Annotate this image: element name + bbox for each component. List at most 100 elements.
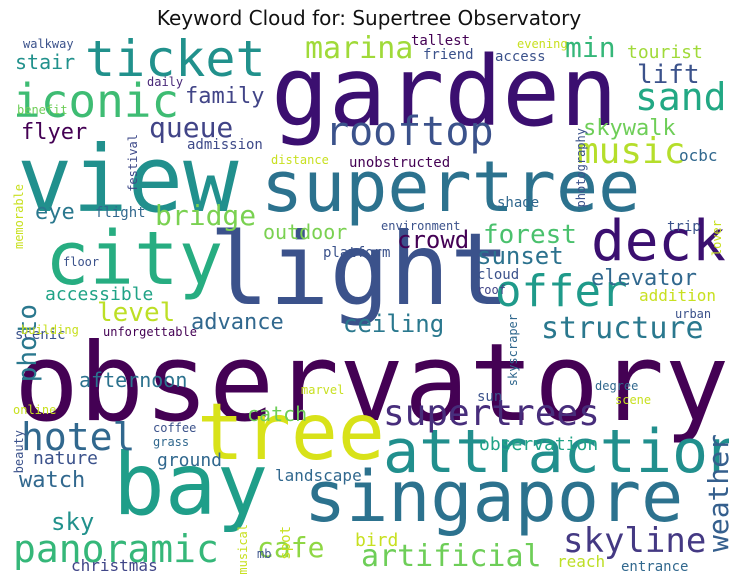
word-online: online: [13, 403, 57, 417]
word-elevator: elevator: [591, 266, 697, 291]
word-entrance: entrance: [621, 559, 689, 575]
word-iconic: iconic: [13, 74, 180, 128]
word-singapore: singapore: [304, 456, 684, 538]
word-christmas: christmas: [71, 556, 158, 575]
word-scene: scene: [615, 393, 652, 407]
word-city: city: [45, 216, 224, 302]
word-tree: tree: [197, 388, 385, 478]
word-unobstructed: unobstructed: [349, 155, 451, 171]
word-musical: musical: [236, 524, 250, 575]
word-tourist: tourist: [627, 42, 703, 63]
word-supertree: supertree: [261, 146, 641, 228]
word-stair: stair: [15, 50, 76, 74]
word-shade: shade: [497, 195, 540, 211]
chart-title: Keyword Cloud for: Supertree Observatory: [156, 6, 582, 30]
word-flyer: flyer: [21, 120, 88, 145]
word-watch: watch: [19, 468, 86, 493]
word-deck: deck: [591, 209, 726, 274]
word-catch: catch: [247, 402, 308, 426]
word-ground: ground: [157, 450, 223, 471]
word-landscape: landscape: [275, 466, 362, 485]
word-crowd: crowd: [397, 226, 470, 254]
word-photography: photography: [574, 128, 588, 208]
word-bridge: bridge: [155, 199, 257, 232]
word-festival: festival: [126, 134, 140, 192]
word-spot: spot: [278, 526, 294, 560]
word-trip: trip: [667, 219, 701, 235]
word-urban: urban: [675, 307, 712, 321]
word-benefit: benefit: [17, 103, 68, 117]
word-cafe: cafe: [257, 531, 325, 564]
word-advance: advance: [191, 310, 284, 335]
word-marina: marina: [305, 34, 414, 66]
word-floor: floor: [63, 255, 100, 269]
word-cloud: cloud: [477, 267, 520, 283]
word-friend: friend: [423, 47, 474, 63]
word-artificial: artificial: [361, 539, 542, 574]
word-music: music: [577, 131, 686, 172]
word-skyline: skyline: [563, 521, 707, 561]
word-observation: observation: [479, 434, 599, 455]
word-ceiling: ceiling: [343, 310, 445, 338]
word-access: access: [495, 49, 546, 65]
word-coffee: coffee: [153, 421, 197, 435]
word-outdoor: outdoor: [263, 220, 348, 244]
word-ticket: ticket: [85, 34, 266, 88]
word-view: view: [17, 126, 239, 233]
word-degree: degree: [595, 379, 639, 393]
word-weather: weather: [702, 434, 729, 553]
word-queue: queue: [149, 111, 234, 144]
word-observatory: observatory: [14, 321, 729, 446]
word-walkway: walkway: [23, 37, 74, 51]
word-tallest: tallest: [411, 34, 471, 49]
word-admission: admission: [187, 137, 263, 153]
word-building: building: [21, 323, 79, 337]
word-daily: daily: [147, 75, 184, 89]
word-eye: eye: [35, 200, 75, 225]
word-beauty: beauty: [12, 430, 26, 474]
word-lift: lift: [637, 60, 700, 90]
word-photo: photo: [13, 304, 43, 383]
word-accessible: accessible: [45, 284, 154, 305]
word-supertrees: supertrees: [383, 393, 600, 434]
word-skyscraper: skyscraper: [506, 314, 520, 387]
word-bay: bay: [113, 435, 269, 535]
word-garden: garden: [271, 36, 618, 148]
word-roof: roof: [477, 283, 506, 297]
word-forest: forest: [483, 220, 577, 250]
word-sunset: sunset: [477, 242, 564, 270]
word-platform: platform: [323, 245, 391, 261]
word-bird: bird: [355, 530, 399, 551]
word-afternoon: afternoon: [79, 368, 188, 392]
word-rooftop: rooftop: [325, 109, 494, 155]
word-family: family: [185, 84, 265, 109]
word-attraction: attraction: [383, 417, 729, 487]
word-cloud: observatory garden view supertree light city t…: [9, 34, 729, 578]
word-distance: distance: [271, 153, 329, 167]
word-level: level: [97, 298, 176, 328]
word-grass: grass: [153, 435, 190, 449]
word-mb: mb: [257, 547, 272, 561]
word-marvel: marvel: [301, 383, 345, 397]
word-offer: offer: [495, 266, 628, 317]
word-skywalk: skywalk: [583, 116, 676, 141]
word-nature: nature: [33, 448, 99, 469]
word-flight: flight: [95, 205, 146, 221]
word-panoramic: panoramic: [13, 527, 219, 571]
word-hotel: hotel: [21, 415, 136, 459]
word-light: light: [209, 211, 511, 328]
word-scenic: scenic: [15, 327, 66, 343]
word-unforgettable: unforgettable: [103, 325, 197, 339]
word-addition: addition: [639, 286, 717, 305]
word-structure: structure: [541, 311, 704, 346]
word-environment: environment: [381, 219, 461, 233]
word-reach: reach: [557, 552, 606, 571]
word-ocbc: ocbc: [679, 146, 718, 165]
word-sky: sky: [51, 508, 95, 536]
word-sand: sand: [635, 75, 727, 119]
word-sun: sun: [477, 389, 503, 405]
word-evening: evening: [517, 37, 568, 51]
word-min: min: [565, 34, 616, 64]
word-memorable: memorable: [12, 184, 26, 250]
word-lover: lover: [710, 220, 724, 257]
